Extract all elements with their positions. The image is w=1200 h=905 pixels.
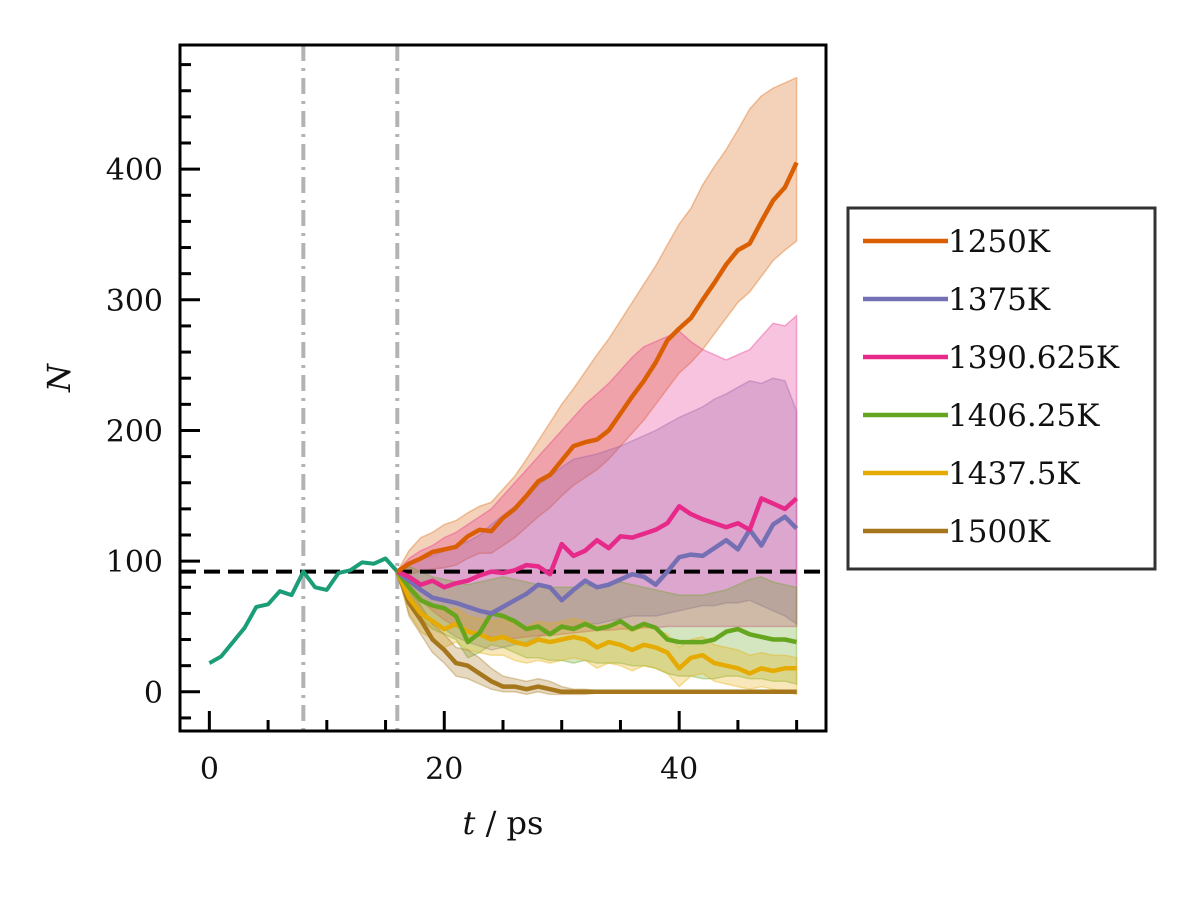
series-line-3 <box>395 570 798 645</box>
legend-label: 1250K <box>948 224 1051 260</box>
legend-label: 1390.625K <box>948 340 1120 376</box>
legend-label: 1406.25K <box>948 398 1100 434</box>
legend-label: 1437.5K <box>948 456 1080 492</box>
series-line-0 <box>396 161 799 574</box>
series-lines <box>208 161 799 695</box>
band-4 <box>396 571 798 696</box>
band-2 <box>396 313 798 639</box>
y-tick-label: 100 <box>106 545 163 580</box>
y-tick-label: 200 <box>106 414 163 449</box>
legend-label: 1375K <box>948 282 1051 318</box>
legend-box <box>846 206 1157 571</box>
series-line-1 <box>395 514 799 616</box>
legend: 1250K 1375K 1390.625K 1406.25K 1437.5K 1500K <box>846 206 1157 571</box>
series-line-5 <box>395 570 797 695</box>
y-tick-label: 0 <box>144 676 163 711</box>
y-tick-label: 400 <box>106 153 163 188</box>
legend-label: 1500K <box>948 514 1051 550</box>
band-0 <box>396 76 798 575</box>
x-axis-label: t / ps <box>463 804 544 842</box>
initial-trajectory-line <box>208 556 399 665</box>
x-tick-label: 0 <box>200 752 219 787</box>
x-tick-label: 20 <box>425 752 463 787</box>
y-axis-label: N <box>40 363 78 393</box>
series-line-2 <box>396 496 799 590</box>
y-tick-label: 300 <box>106 284 163 319</box>
x-tick-label: 40 <box>660 752 698 787</box>
confidence-bands <box>396 76 798 696</box>
